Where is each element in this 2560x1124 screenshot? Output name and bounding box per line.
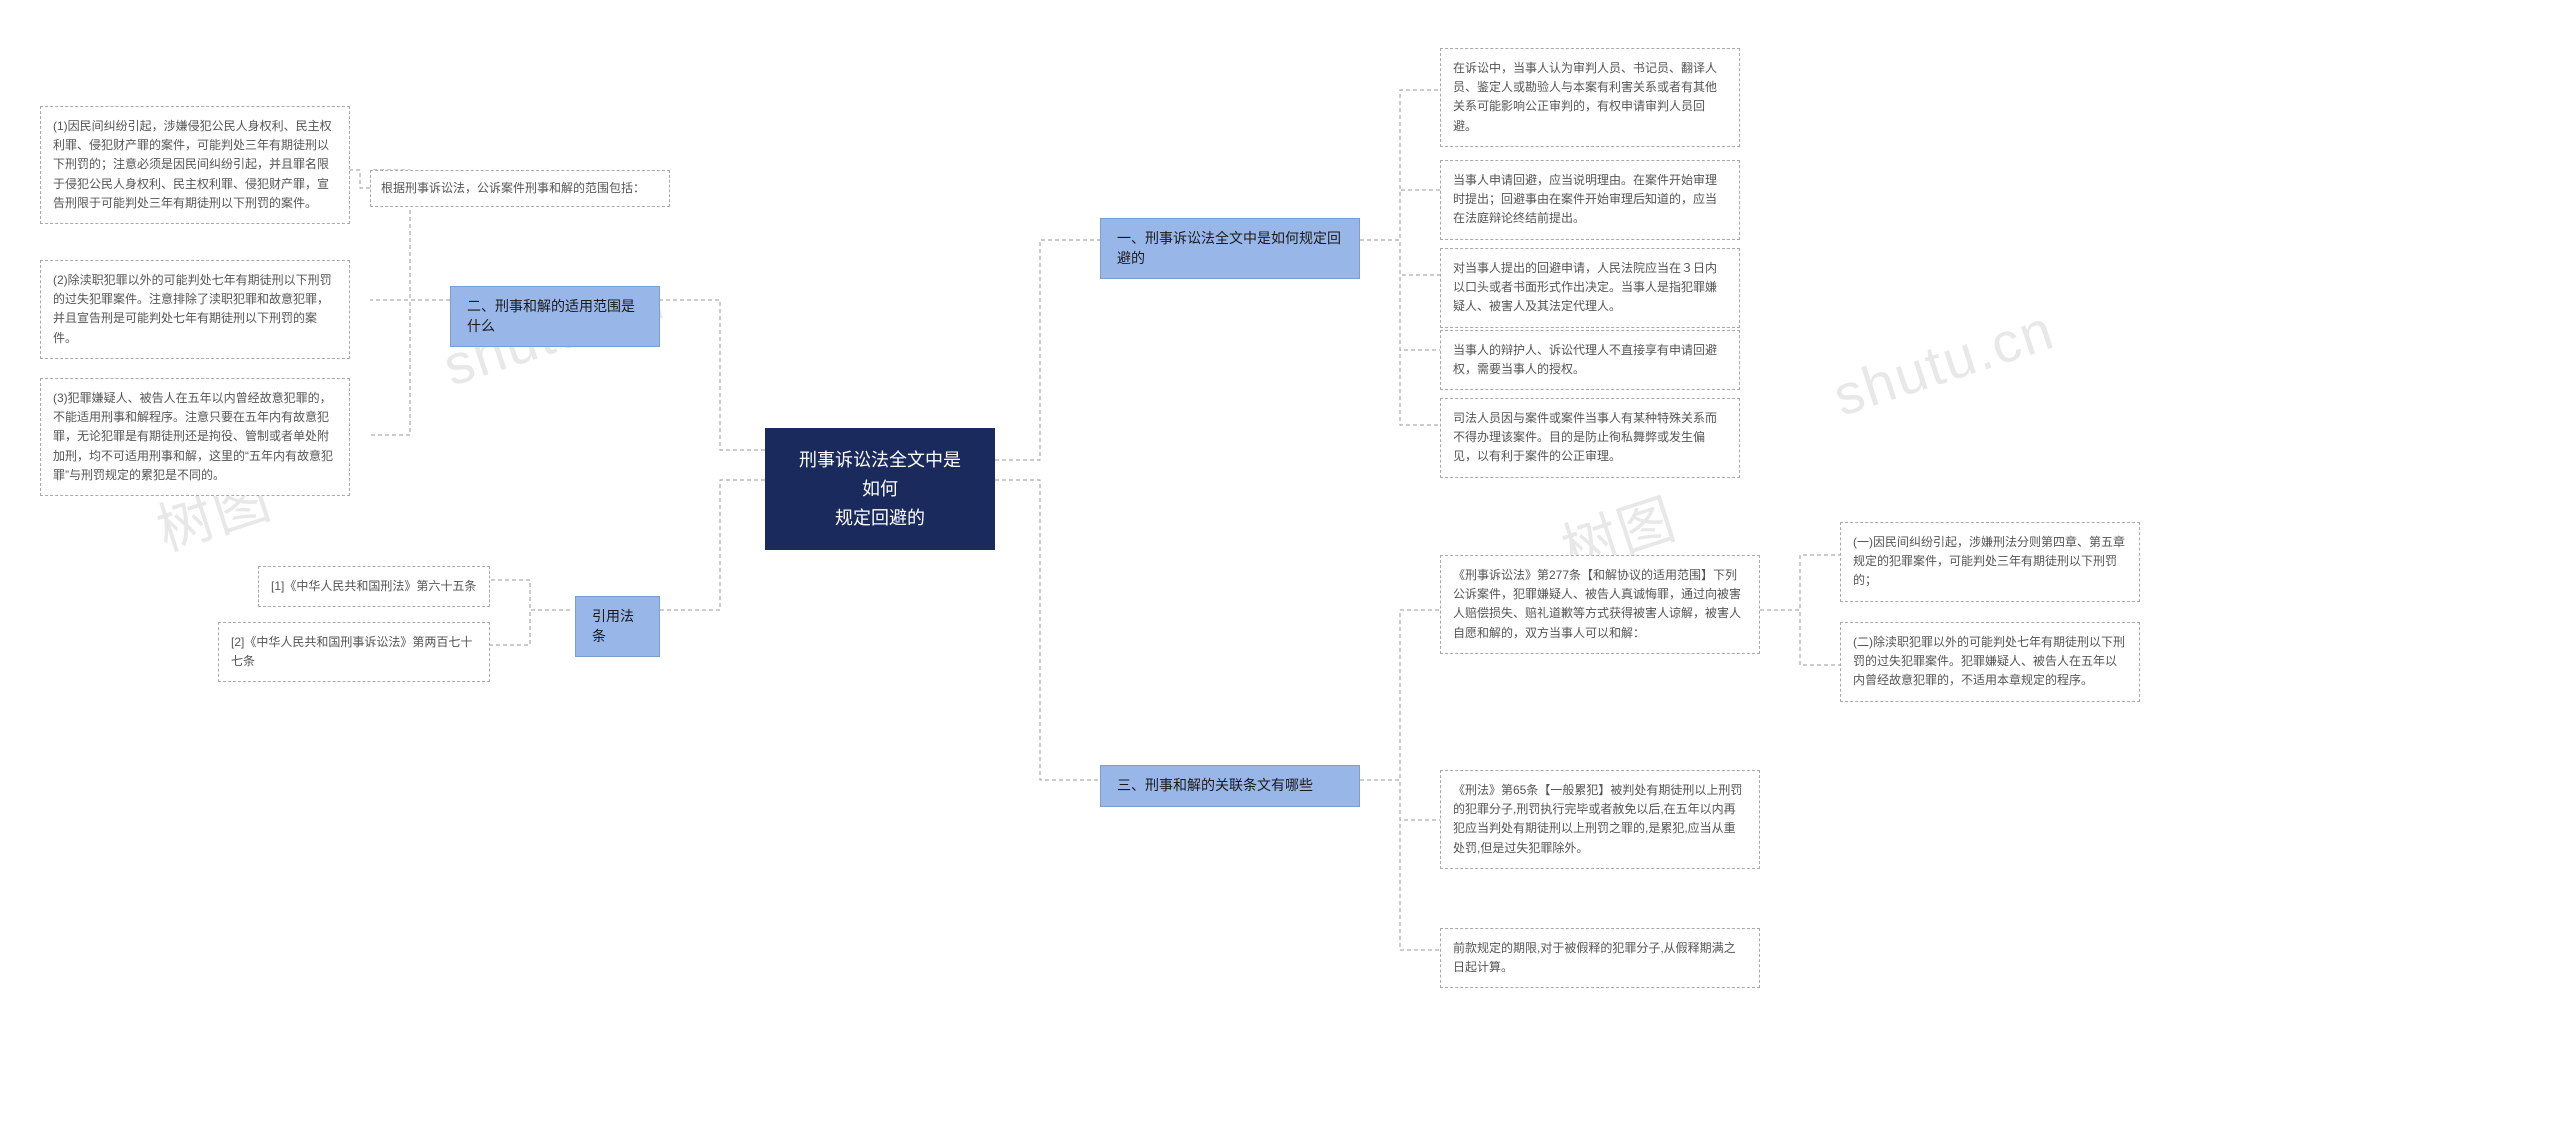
leaf-1-3: 对当事人提出的回避申请，人民法院应当在３日内以口头或者书面形式作出决定。当事人是… bbox=[1440, 248, 1740, 328]
leaf-3-2: 《刑法》第65条【一般累犯】被判处有期徒刑以上刑罚的犯罪分子,刑罚执行完毕或者赦… bbox=[1440, 770, 1760, 869]
leaf-2-1: (1)因民间纠纷引起，涉嫌侵犯公民人身权利、民主权利罪、侵犯财产罪的案件，可能判… bbox=[40, 106, 350, 224]
leaf-3-1a: (一)因民间纠纷引起，涉嫌刑法分则第四章、第五章规定的犯罪案件，可能判处三年有期… bbox=[1840, 522, 2140, 602]
root-node: 刑事诉讼法全文中是如何 规定回避的 bbox=[765, 428, 995, 550]
root-line1: 刑事诉讼法全文中是如何 bbox=[791, 446, 969, 504]
branch-section-4: 引用法条 bbox=[575, 596, 660, 657]
branch-section-2: 二、刑事和解的适用范围是什么 bbox=[450, 286, 660, 347]
leaf-1-5: 司法人员因与案件或案件当事人有某种特殊关系而不得办理该案件。目的是防止徇私舞弊或… bbox=[1440, 398, 1740, 478]
leaf-1-1: 在诉讼中，当事人认为审判人员、书记员、翻译人员、鉴定人或勘验人与本案有利害关系或… bbox=[1440, 48, 1740, 147]
leaf-2-2: (2)除渎职犯罪以外的可能判处七年有期徒刑以下刑罚的过失犯罪案件。注意排除了渎职… bbox=[40, 260, 350, 359]
leaf-3-1b: (二)除渎职犯罪以外的可能判处七年有期徒刑以下刑罚的过失犯罪案件。犯罪嫌疑人、被… bbox=[1840, 622, 2140, 702]
branch-section-3: 三、刑事和解的关联条文有哪些 bbox=[1100, 765, 1360, 807]
connector-lines-2 bbox=[0, 0, 2560, 1124]
leaf-1-2: 当事人申请回避，应当说明理由。在案件开始审理时提出；回避事由在案件开始审理后知道… bbox=[1440, 160, 1740, 240]
leaf-4-1: [1]《中华人民共和国刑法》第六十五条 bbox=[258, 566, 490, 607]
connector-lines bbox=[0, 0, 2560, 1124]
branch-section-1: 一、刑事诉讼法全文中是如何规定回避的 bbox=[1100, 218, 1360, 279]
leaf-3-3: 前款规定的期限,对于被假释的犯罪分子,从假释期满之日起计算。 bbox=[1440, 928, 1760, 988]
leaf-2-0: 根据刑事诉讼法，公诉案件刑事和解的范围包括： bbox=[370, 170, 670, 207]
leaf-1-4: 当事人的辩护人、诉讼代理人不直接享有申请回避权，需要当事人的授权。 bbox=[1440, 330, 1740, 390]
leaf-3-1: 《刑事诉讼法》第277条【和解协议的适用范围】下列公诉案件，犯罪嫌疑人、被告人真… bbox=[1440, 555, 1760, 654]
leaf-4-2: [2]《中华人民共和国刑事诉讼法》第两百七十七条 bbox=[218, 622, 490, 682]
root-line2: 规定回避的 bbox=[791, 504, 969, 533]
leaf-2-3: (3)犯罪嫌疑人、被告人在五年以内曾经故意犯罪的，不能适用刑事和解程序。注意只要… bbox=[40, 378, 350, 496]
watermark-text: shutu.cn bbox=[1826, 296, 2063, 428]
